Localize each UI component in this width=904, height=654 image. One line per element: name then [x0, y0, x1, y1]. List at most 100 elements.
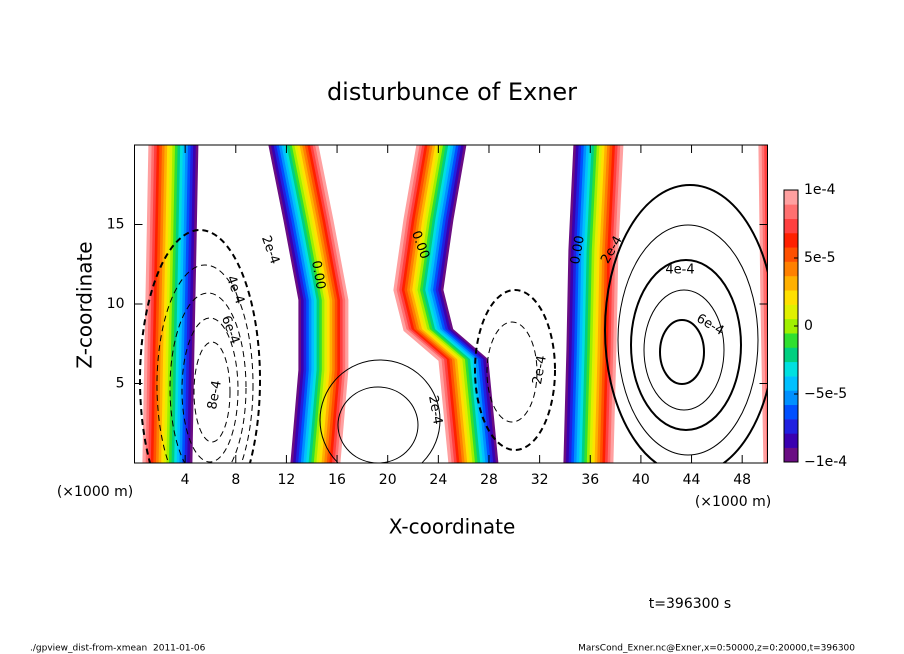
shaded-band — [605, 145, 619, 463]
shaded-band — [607, 145, 621, 463]
x-tick-label: 44 — [683, 472, 701, 488]
shaded-band — [289, 145, 323, 463]
colorbar-cell — [784, 447, 798, 463]
y-tick-label: 15 — [107, 217, 125, 233]
contour-line — [319, 359, 441, 463]
shaded-band — [312, 145, 346, 463]
x-tick-label: 8 — [231, 472, 240, 488]
colorbar-cell — [784, 390, 798, 406]
shaded-band — [403, 145, 462, 463]
shaded-band — [297, 145, 331, 463]
shaded-band — [573, 145, 587, 463]
x-tick-label: 36 — [581, 472, 599, 488]
shaded-band — [278, 145, 312, 463]
x-tick-label: 4 — [181, 472, 190, 488]
shaded-band — [563, 145, 577, 463]
shaded-band — [419, 145, 478, 463]
chart-title: disturbunce of Exner — [327, 78, 577, 106]
shaded-band — [586, 145, 600, 463]
x-tick-label: 48 — [733, 472, 751, 488]
colorbar-cell — [784, 433, 798, 448]
shaded-band — [393, 145, 452, 463]
x-tick-label: 28 — [480, 472, 498, 488]
shaded-band — [304, 145, 338, 463]
shaded-band — [168, 145, 178, 463]
colorbar-cell — [784, 347, 798, 363]
x-tick-label: 32 — [531, 472, 549, 488]
colorbar-cell — [784, 261, 798, 277]
shaded-band — [610, 145, 624, 463]
x-axis-label: X-coordinate — [389, 515, 516, 539]
colorbar-tick-label: −1e-4 — [804, 454, 847, 470]
colorbar-cell — [784, 232, 798, 248]
contour-line — [630, 259, 742, 431]
shaded-band — [299, 145, 333, 463]
shaded-band — [150, 145, 160, 463]
shaded-band — [589, 145, 603, 463]
shaded-band — [434, 145, 494, 463]
shaded-band — [268, 145, 302, 463]
shaded-band — [761, 145, 768, 463]
shaded-band — [576, 145, 590, 463]
shaded-band — [427, 145, 486, 463]
shaded-band — [160, 145, 170, 463]
x-tick-label: 12 — [278, 472, 296, 488]
shaded-band — [594, 145, 608, 463]
shaded-band — [165, 145, 175, 463]
x-tick-label: 16 — [328, 472, 346, 488]
shaded-band — [592, 145, 606, 463]
shaded-band — [597, 145, 611, 463]
shaded-band — [176, 145, 186, 463]
colorbar-cell — [784, 190, 798, 205]
y-tick-label: 10 — [107, 296, 125, 312]
shaded-band — [181, 145, 191, 463]
shaded-band — [310, 145, 344, 463]
shaded-band — [571, 145, 585, 463]
shaded-band — [147, 145, 157, 463]
x-unit-label: (×1000 m) — [57, 484, 133, 500]
contour-label: 0.00 — [568, 234, 588, 265]
colorbar-cell — [784, 318, 798, 334]
x-unit-label: (×1000 m) — [695, 494, 771, 510]
contour-label: 4e-4 — [665, 263, 694, 278]
colorbar-cell — [784, 376, 798, 391]
colorbar-cell — [784, 304, 798, 320]
shaded-band — [599, 145, 613, 463]
contour-line — [337, 386, 419, 463]
shaded-band — [142, 145, 152, 463]
shaded-band — [568, 145, 582, 463]
y-tick-label: 5 — [116, 376, 125, 392]
colorbar-cell — [784, 204, 798, 219]
shaded-band — [581, 145, 595, 463]
shaded-band — [273, 145, 307, 463]
contour-line — [156, 264, 254, 463]
contour-label: 8e-4 — [205, 379, 225, 410]
shaded-band — [286, 145, 320, 463]
colorbar-cell — [784, 275, 798, 291]
shaded-band — [584, 145, 598, 463]
time-label: t=396300 s — [649, 596, 731, 612]
shaded-band — [411, 145, 470, 463]
x-tick-label: 20 — [379, 472, 397, 488]
shaded-band — [173, 145, 183, 463]
contour-line — [643, 289, 725, 411]
shaded-band — [163, 145, 173, 463]
shaded-band — [406, 145, 465, 463]
x-tick-label: 40 — [632, 472, 650, 488]
shaded-band — [186, 145, 196, 463]
shaded-band — [307, 145, 341, 463]
shaded-band — [416, 145, 475, 463]
shaded-band — [184, 145, 194, 463]
shaded-band — [408, 145, 468, 463]
shaded-band — [271, 145, 305, 463]
shaded-band — [602, 145, 616, 463]
shaded-band — [437, 145, 496, 463]
colorbar-cell — [784, 218, 798, 234]
shaded-band — [758, 145, 767, 463]
footer-left: ./gpview_dist-from-xmean 2011-01-06 — [30, 644, 206, 654]
contour-line — [474, 289, 556, 451]
shaded-band — [171, 145, 181, 463]
shaded-band — [395, 145, 455, 463]
contour-line — [617, 224, 759, 456]
shaded-band — [284, 145, 318, 463]
